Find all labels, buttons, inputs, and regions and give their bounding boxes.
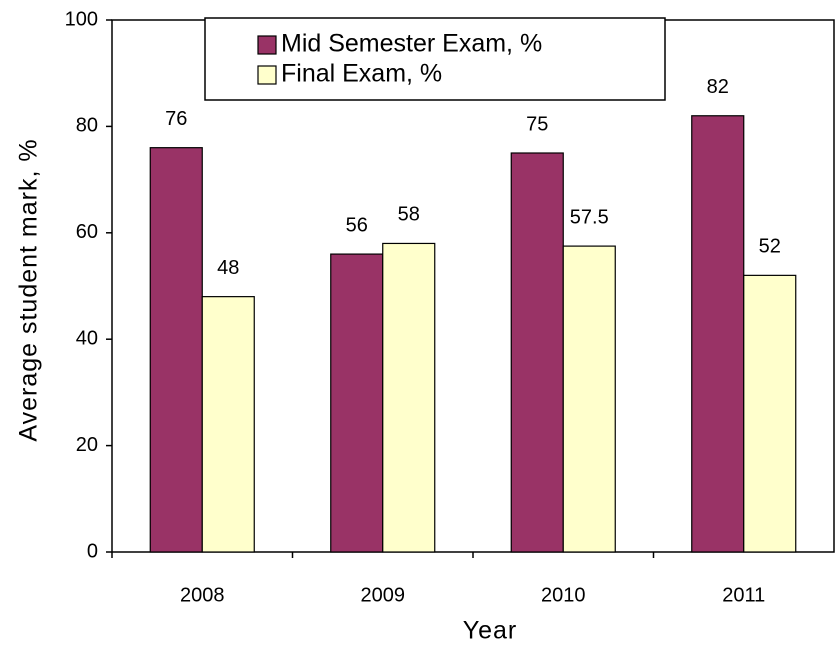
y-tick-label: 40 bbox=[76, 327, 98, 349]
y-tick-label: 0 bbox=[87, 540, 98, 562]
bar bbox=[330, 253, 384, 553]
bar bbox=[562, 245, 616, 553]
y-tick-label: 60 bbox=[76, 221, 98, 243]
y-tick-label: 100 bbox=[65, 8, 98, 30]
x-axis-title: Year bbox=[463, 617, 518, 645]
y-tick-label: 80 bbox=[76, 115, 98, 137]
data-label: 75 bbox=[526, 113, 548, 135]
x-tick-label: 2009 bbox=[361, 584, 406, 606]
data-label: 57.5 bbox=[570, 206, 609, 228]
bar bbox=[201, 296, 255, 553]
data-label: 58 bbox=[398, 204, 420, 226]
x-tick-label: 2011 bbox=[722, 584, 765, 606]
data-label: 76 bbox=[165, 108, 187, 130]
y-axis-title: Average student mark, % bbox=[15, 138, 43, 441]
legend-swatch bbox=[257, 35, 277, 55]
legend-label: Final Exam, % bbox=[281, 60, 442, 88]
data-label: 56 bbox=[346, 214, 368, 236]
legend-label: Mid Semester Exam, % bbox=[281, 30, 542, 58]
bar bbox=[510, 152, 564, 553]
data-label: 52 bbox=[759, 236, 781, 258]
bar bbox=[691, 115, 745, 553]
data-label: 82 bbox=[707, 76, 729, 98]
bar bbox=[743, 274, 797, 553]
legend-box bbox=[204, 17, 666, 101]
x-tick-label: 2008 bbox=[180, 584, 225, 606]
x-tick-label: 2010 bbox=[541, 584, 586, 606]
bar bbox=[382, 242, 436, 553]
y-tick-label: 20 bbox=[76, 434, 98, 456]
legend-swatch bbox=[257, 65, 277, 85]
bar bbox=[149, 147, 203, 553]
data-label: 48 bbox=[217, 257, 239, 279]
